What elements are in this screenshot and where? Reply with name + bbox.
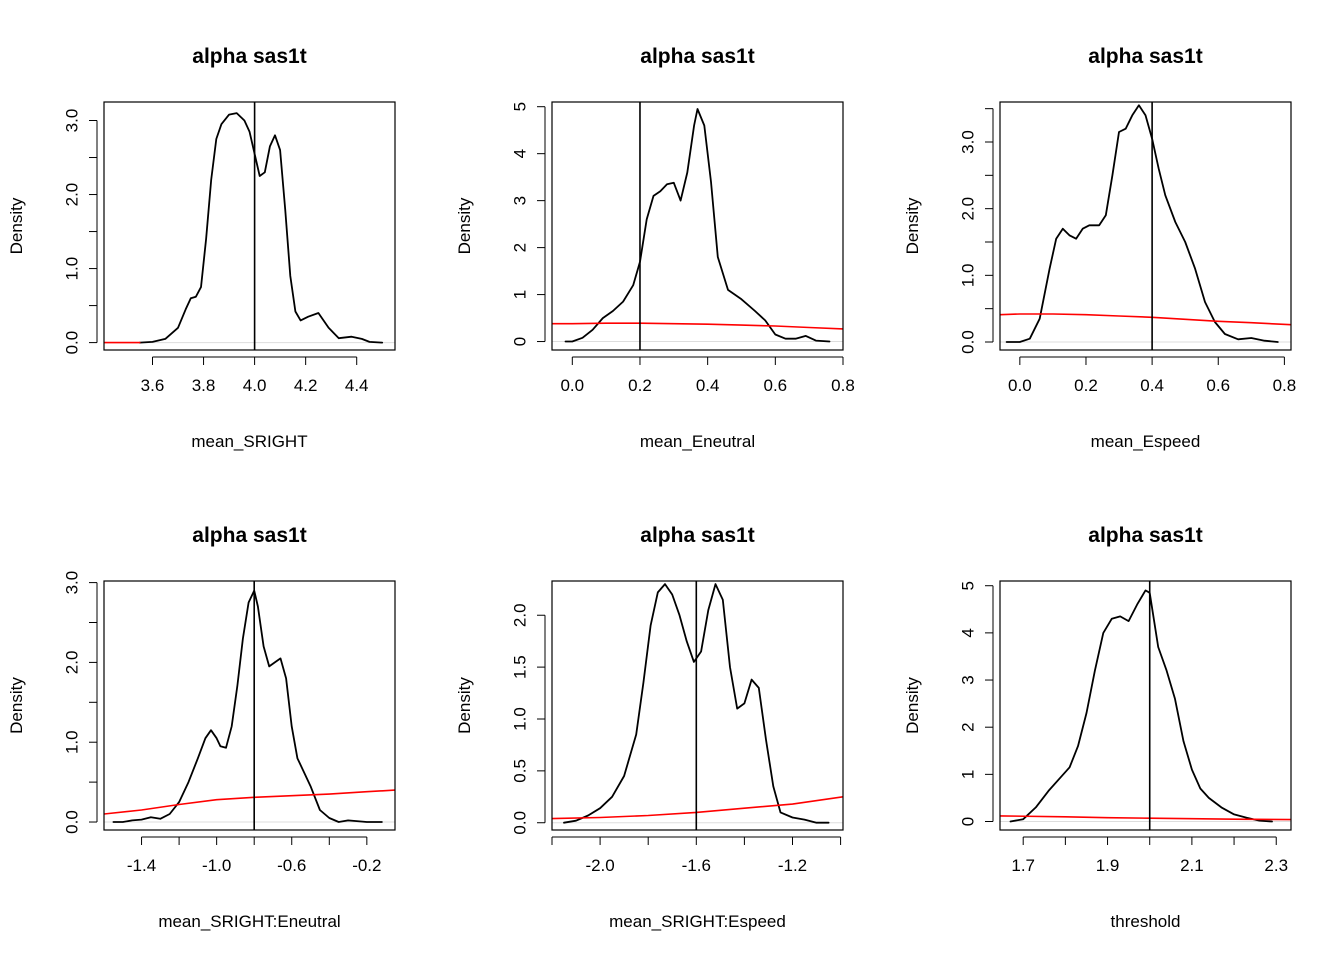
x-tick-label: 0.2 (628, 376, 652, 395)
y-tick-label: 1 (511, 290, 530, 299)
y-tick-label: 1.0 (63, 730, 82, 754)
x-tick-label: 3.6 (141, 376, 165, 395)
x-tick-label: 0.0 (560, 376, 584, 395)
x-axis-label: mean_SRIGHT (191, 432, 307, 451)
prior-density-line (1000, 313, 1291, 326)
plot-box (551, 101, 844, 351)
y-tick-label: 3.0 (63, 109, 82, 133)
chart-title: alpha sas1t (1088, 524, 1202, 547)
x-axis-label: mean_Eneutral (640, 432, 755, 451)
panels: alpha sas1t mean_SRIGHT Density 3.6 3.8 4.0 4.… (7, 45, 1296, 931)
panel-3: alpha sas1t mean_Espeed Density 0.0 0.2 0.4 0.… (903, 45, 1296, 451)
y-tick-label: 0.0 (63, 331, 82, 355)
y-tick-label: 1.0 (959, 264, 978, 288)
x-tick-label: -2.0 (585, 856, 614, 875)
y-tick-label: 3 (511, 196, 530, 205)
x-tick-label: 0.4 (1140, 376, 1164, 395)
y-axis-label: Density (7, 677, 26, 734)
series-group (1000, 104, 1291, 343)
prior-density-line (552, 322, 843, 330)
y-tick-label: 2 (959, 722, 978, 731)
x-tick-label: -1.2 (778, 856, 807, 875)
chart-title: alpha sas1t (640, 45, 754, 68)
posterior-density-line (138, 112, 384, 344)
y-tick-label: 1.0 (63, 257, 82, 281)
posterior-density-line (112, 589, 383, 823)
y-axis-label: Density (455, 197, 474, 254)
x-tick-label: 0.6 (764, 376, 788, 395)
y-axis-label: Density (7, 197, 26, 254)
x-tick-label: 0.2 (1074, 376, 1098, 395)
panel-6: alpha sas1t threshold Density 1.7 1.9 2.1 2.3 0… (903, 524, 1292, 931)
series-group (104, 112, 384, 344)
x-tick-label: 4.2 (294, 376, 318, 395)
y-tick-label: 1 (959, 770, 978, 779)
x-tick-label: 4.0 (243, 376, 267, 395)
x-axis-label: mean_SRIGHT:Eneutral (158, 912, 340, 931)
plot-box (999, 101, 1292, 351)
y-tick-label: 3.0 (959, 130, 978, 154)
y-tick-label: 4 (959, 628, 978, 637)
x-axis-label: mean_SRIGHT:Espeed (609, 912, 786, 931)
y-tick-label: 1.5 (511, 655, 530, 679)
y-tick-label: 2.0 (511, 603, 530, 627)
x-tick-label: -0.6 (277, 856, 306, 875)
panel-4: alpha sas1t mean_SRIGHT:Eneutral Density -1… (7, 524, 396, 931)
x-tick-label: -1.4 (127, 856, 156, 875)
x-tick-label: 1.9 (1096, 856, 1120, 875)
plot-box (999, 580, 1292, 831)
x-axis-label: threshold (1111, 912, 1181, 931)
y-tick-label: 0 (959, 817, 978, 826)
y-tick-label: 0.5 (511, 759, 530, 783)
y-axis-label: Density (455, 677, 474, 734)
y-axis-label: Density (903, 677, 922, 734)
panel-5: alpha sas1t mean_SRIGHT:Espeed Density -2.0… (455, 524, 844, 931)
x-axis-label: mean_Espeed (1091, 432, 1201, 451)
y-tick-label: 2.0 (63, 651, 82, 675)
y-tick-label: 3 (959, 675, 978, 684)
y-tick-label: 2.0 (63, 183, 82, 207)
x-tick-label: 4.4 (345, 376, 369, 395)
chart-title: alpha sas1t (192, 45, 306, 68)
plot-box (551, 580, 844, 831)
y-tick-label: 0.0 (511, 811, 530, 835)
y-tick-label: 1.0 (511, 707, 530, 731)
chart-title: alpha sas1t (192, 524, 306, 547)
x-tick-label: 0.0 (1008, 376, 1032, 395)
chart-title: alpha sas1t (640, 524, 754, 547)
panel-1: alpha sas1t mean_SRIGHT Density 3.6 3.8 4.0 4.… (7, 45, 396, 451)
posterior-density-line (564, 108, 831, 343)
x-tick-label: 2.3 (1264, 856, 1288, 875)
x-tick-label: 0.6 (1206, 376, 1230, 395)
x-tick-label: 0.8 (831, 376, 855, 395)
y-tick-label: 4 (511, 149, 530, 158)
x-tick-label: -0.2 (352, 856, 381, 875)
plot-box (103, 101, 396, 351)
y-tick-label: 3.0 (63, 571, 82, 595)
y-tick-label: 0.0 (959, 330, 978, 354)
x-tick-label: 0.4 (696, 376, 720, 395)
x-tick-label: 2.1 (1180, 856, 1204, 875)
y-tick-label: 0 (511, 337, 530, 346)
x-tick-label: 3.8 (192, 376, 216, 395)
x-tick-label: -1.0 (202, 856, 231, 875)
x-tick-label: 1.7 (1011, 856, 1035, 875)
posterior-density-line (1009, 589, 1273, 823)
posterior-density-line (563, 583, 830, 824)
y-axis-label: Density (903, 197, 922, 254)
plot-box (103, 580, 396, 831)
y-tick-label: 2 (511, 243, 530, 252)
chart-title: alpha sas1t (1088, 45, 1202, 68)
y-tick-label: 5 (959, 581, 978, 590)
posterior-density-line (1005, 104, 1279, 343)
x-tick-label: 0.8 (1273, 376, 1297, 395)
y-tick-label: 0.0 (63, 810, 82, 834)
x-tick-label: -1.6 (682, 856, 711, 875)
y-tick-label: 5 (511, 102, 530, 111)
panel-2: alpha sas1t mean_Eneutral Density 0.0 0.2 0.4… (455, 45, 855, 451)
series-group (552, 108, 843, 343)
y-tick-label: 2.0 (959, 197, 978, 221)
